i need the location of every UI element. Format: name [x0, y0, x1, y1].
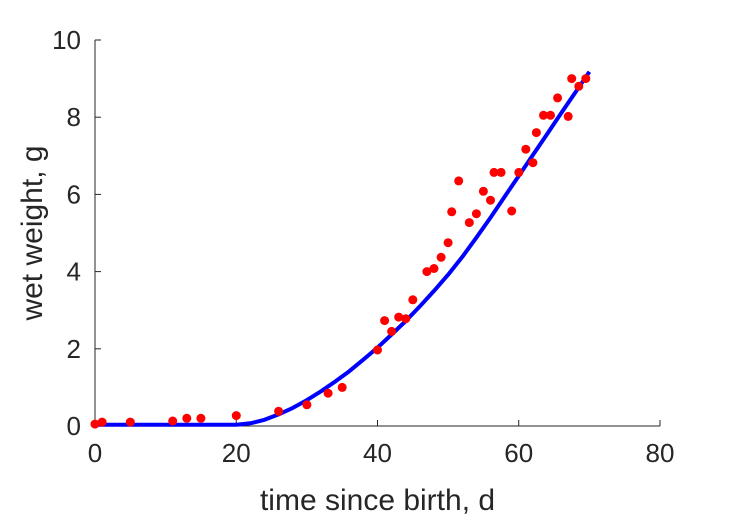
- data-point: [168, 416, 178, 426]
- x-tick-label: 60: [504, 438, 533, 468]
- data-point: [486, 195, 495, 205]
- y-tick-label: 0: [67, 411, 81, 441]
- y-tick-label: 10: [52, 25, 81, 55]
- data-point: [489, 167, 499, 177]
- data-point: [443, 238, 453, 248]
- data-point: [125, 417, 135, 427]
- data-point: [574, 81, 584, 91]
- data-point: [436, 252, 446, 262]
- x-axis-label: time since birth, d: [260, 484, 495, 517]
- fit-line: [95, 70, 592, 427]
- data-point: [231, 411, 241, 421]
- data-point: [528, 158, 538, 168]
- data-point: [429, 264, 439, 273]
- x-tick-label: 40: [363, 438, 392, 468]
- axes: 0 20 40 60 80 0 2 4 6 8 10: [52, 25, 674, 468]
- data-point: [380, 316, 390, 326]
- data-point: [323, 388, 333, 398]
- x-tick-label: 0: [88, 438, 102, 468]
- y-tick-label: 8: [67, 102, 81, 132]
- data-point: [531, 128, 541, 138]
- data-point: [373, 345, 382, 355]
- data-point: [471, 209, 481, 219]
- data-point: [408, 295, 418, 305]
- data-point: [97, 417, 107, 427]
- data-point: [563, 111, 573, 121]
- y-tick-label: 4: [67, 257, 81, 287]
- data-point: [521, 144, 531, 154]
- data-point: [337, 382, 347, 392]
- data-point: [478, 186, 488, 196]
- data-point: [401, 314, 411, 324]
- x-tick-label: 80: [646, 438, 675, 468]
- data-point: [302, 400, 312, 410]
- data-point: [507, 206, 517, 216]
- data-point: [567, 74, 577, 84]
- plot-area: [90, 70, 592, 429]
- y-tick-label: 2: [67, 334, 81, 364]
- data-point: [422, 267, 432, 277]
- data-point: [514, 167, 524, 177]
- data-point: [196, 413, 206, 423]
- x-tick-label: 20: [222, 438, 251, 468]
- data-point: [553, 93, 563, 103]
- data-point: [454, 176, 464, 186]
- data-point: [464, 218, 474, 228]
- data-point: [496, 167, 506, 177]
- data-point: [387, 326, 397, 336]
- data-point: [539, 110, 548, 120]
- y-axis-label: wet weight, g: [16, 145, 49, 321]
- data-point: [546, 110, 555, 120]
- data-point: [394, 312, 404, 322]
- data-point: [274, 406, 284, 416]
- y-tick-label: 6: [67, 179, 81, 209]
- data-point: [182, 413, 192, 423]
- data-point: [447, 207, 457, 217]
- data-point: [90, 419, 100, 429]
- data-point: [581, 74, 591, 84]
